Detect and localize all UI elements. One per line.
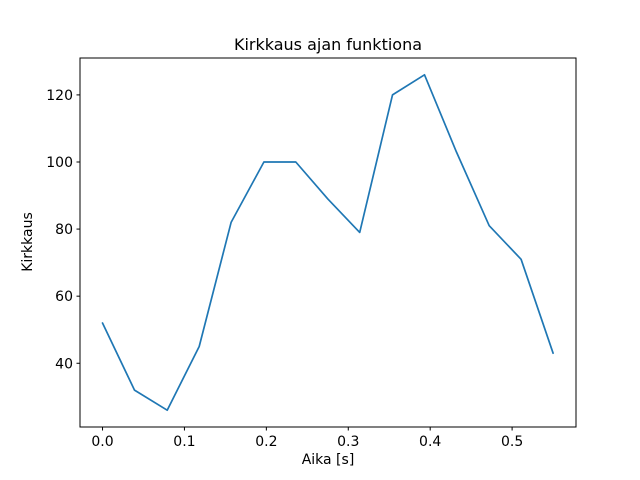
y-tick-label: 60 [55,289,73,305]
x-axis-tick-labels: 0.0 0.1 0.2 0.3 0.4 0.5 [91,434,523,450]
x-tick-label: 0.5 [501,434,523,450]
x-axis-label: Aika [s] [302,452,355,468]
y-axis-label: Kirkkaus [20,212,36,272]
x-tick-label: 0.0 [91,434,113,450]
y-tick-label: 100 [46,155,73,171]
x-tick-label: 0.4 [419,434,441,450]
chart-title: Kirkkaus ajan funktiona [234,35,422,54]
x-tick-label: 0.3 [337,434,359,450]
x-axis-ticks [102,427,513,431]
y-tick-label: 40 [55,356,73,372]
y-tick-label: 80 [55,222,73,238]
x-tick-label: 0.1 [173,434,195,450]
brightness-line-series [101,73,554,412]
y-axis-tick-labels: 40 60 80 100 120 [46,88,73,372]
plot-area [79,57,577,428]
x-tick-label: 0.2 [255,434,277,450]
y-axis-ticks [76,94,80,364]
y-tick-label: 120 [46,88,73,104]
